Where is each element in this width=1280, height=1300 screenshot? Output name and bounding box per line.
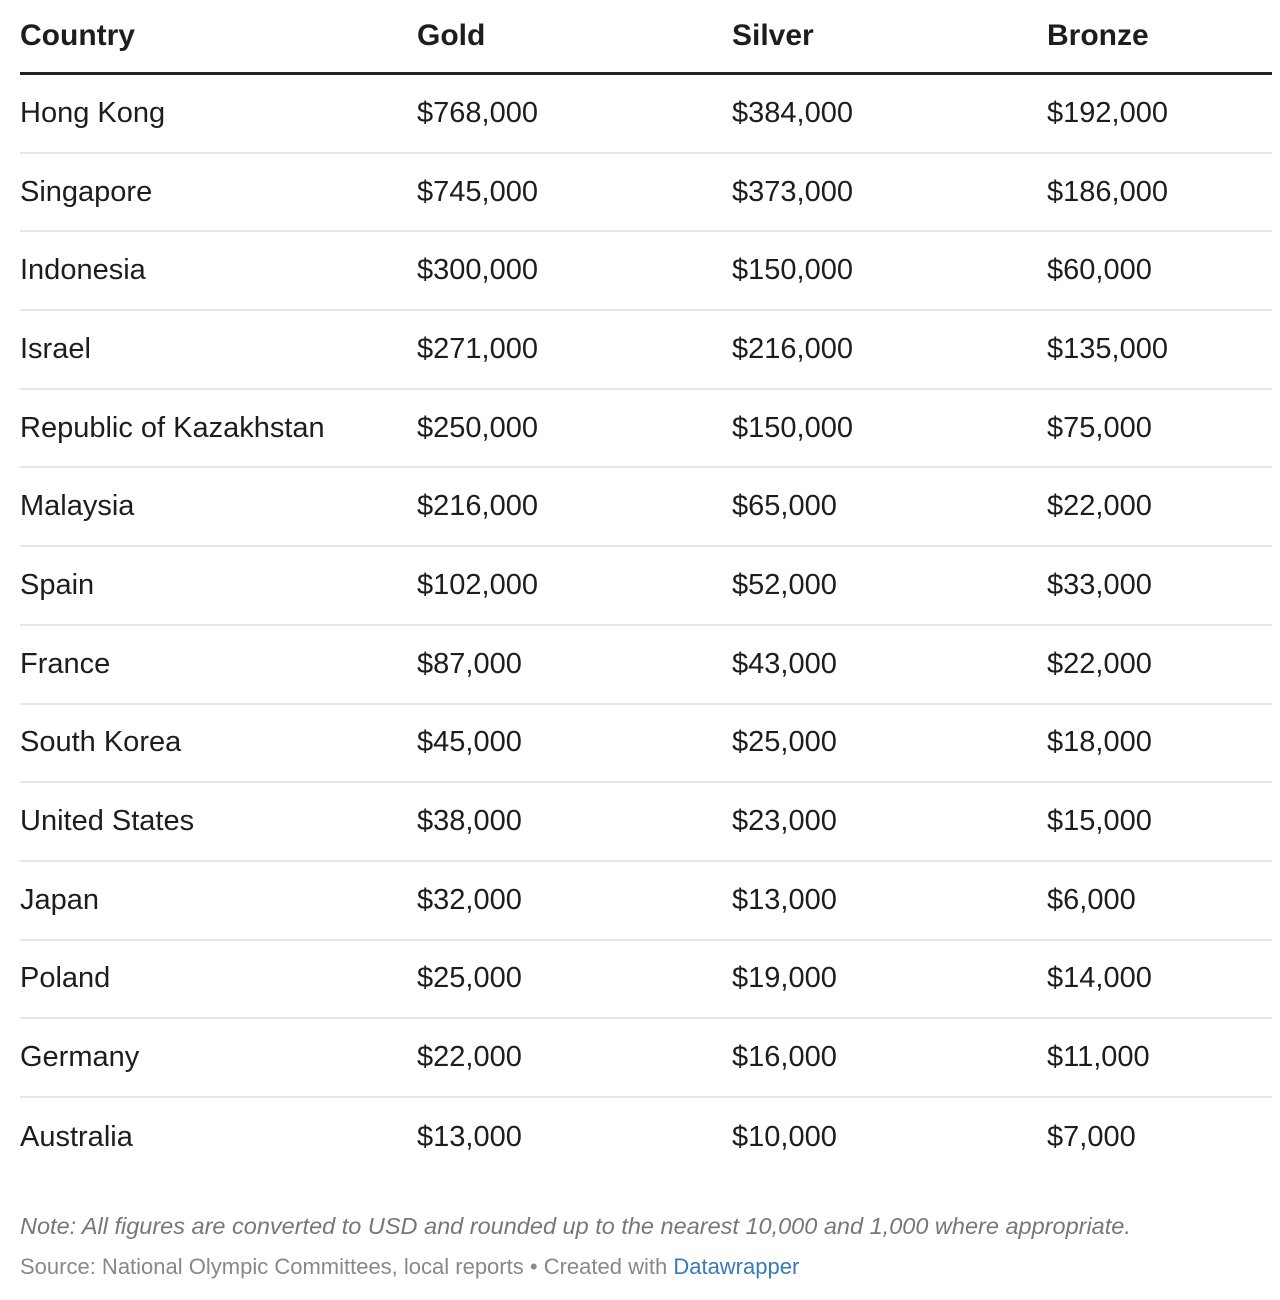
country-cell: Indonesia [20,254,146,287]
prize-cell: $745,000 [417,175,538,208]
header-row: Country Gold Silver Bronze [20,0,1272,75]
prize-cell: $7,000 [1047,1120,1136,1153]
prize-cell: $768,000 [417,96,538,129]
country-cell: Malaysia [20,490,135,523]
table: Country Gold Silver Bronze Hong Kong $768,000… [20,0,1272,1177]
prize-cell: $102,000 [417,568,538,601]
table-row: Republic of Kazakhstan $250,000 $150,000 $7… [20,390,1272,469]
prize-cell: $14,000 [1047,962,1152,995]
header-cell: Gold [417,19,486,52]
prize-cell: $216,000 [732,332,853,365]
header-cell: Country [20,19,135,52]
table-row: Malaysia $216,000 $65,000 $22,000 [20,468,1272,548]
country-cell: Australia [20,1120,133,1153]
table-row: Hong Kong $768,000 $384,000 $192,000 [20,75,1272,154]
prize-cell: $19,000 [732,962,837,995]
table-row: Australia $13,000 $10,000 $7,000 [20,1098,1272,1177]
table-row: Singapore $745,000 $373,000 $186,000 [20,154,1272,233]
prize-cell: $216,000 [417,490,538,523]
table-row: Indonesia $300,000 $150,000 $60,000 [20,232,1272,312]
country-cell: Israel [20,332,91,365]
country-cell: Hong Kong [20,96,166,129]
prize-cell: $13,000 [417,1120,522,1153]
prize-cell: $38,000 [417,805,522,838]
prize-cell: $22,000 [1047,490,1152,523]
prize-cell: $15,000 [1047,805,1152,838]
credit: Created with [543,1254,668,1279]
prize-cell: $65,000 [732,490,837,523]
prize-cell: $271,000 [417,332,538,365]
prize-cell: $150,000 [732,411,853,444]
table-row: Spain $102,000 $52,000 $33,000 [20,547,1272,626]
country-cell: United States [20,805,195,838]
prize-cell: $23,000 [732,805,837,838]
source: Source: National Olympic Committees, loc… [20,1254,524,1279]
prize-cell: $11,000 [1047,1041,1150,1074]
prize-cell: $10,000 [732,1120,837,1153]
prize-cell: $186,000 [1047,175,1168,208]
prize-cell: $18,000 [1047,726,1152,759]
note: Note: All figures are converted to USD a… [20,1213,1131,1239]
prize-cell: $373,000 [732,175,853,208]
prize-cell: $6,000 [1047,883,1136,916]
prize-cell: $22,000 [417,1041,522,1074]
country-cell: Germany [20,1041,140,1074]
prize-cell: $22,000 [1047,647,1152,680]
table-row: Poland $25,000 $19,000 $14,000 [20,941,1272,1020]
table-row: Israel $271,000 $216,000 $135,000 [20,311,1272,390]
country-cell: South Korea [20,726,182,759]
prize-cell: $13,000 [732,883,837,916]
prize-cell: $33,000 [1047,568,1152,601]
header-cell: Silver [732,19,814,52]
prize-cell: $250,000 [417,411,538,444]
prize-cell: $192,000 [1047,96,1168,129]
prize-cell: $150,000 [732,254,853,287]
prize-cell: $75,000 [1047,411,1152,444]
prize-cell: $25,000 [732,726,837,759]
table-row: Germany $22,000 $16,000 $11,000 [20,1019,1272,1098]
separator: • [529,1254,538,1279]
country-cell: Poland [20,962,111,995]
prize-cell: $25,000 [417,962,522,995]
country-cell: Japan [20,883,100,916]
table-row: South Korea $45,000 $25,000 $18,000 [20,705,1272,784]
country-cell: Singapore [20,175,153,208]
country-cell: Republic of Kazakhstan [20,411,325,444]
header-cell: Bronze [1047,19,1149,52]
prize-cell: $16,000 [732,1041,837,1074]
table-row: France $87,000 $43,000 $22,000 [20,626,1272,705]
prize-cell: $43,000 [732,647,837,680]
source-line: Source: National Olympic Committees, loc… [20,1254,799,1280]
prize-cell: $300,000 [417,254,538,287]
prize-cell: $45,000 [417,726,522,759]
datawrapper-link[interactable]: Datawrapper [673,1254,800,1279]
prize-cell: $52,000 [732,568,837,601]
prize-cell: $32,000 [417,883,522,916]
prize-cell: $87,000 [417,647,522,680]
country-cell: Spain [20,568,95,601]
country-cell: France [20,647,111,680]
prize-cell: $60,000 [1047,254,1152,287]
prize-cell: $135,000 [1047,332,1168,365]
table-row: United States $38,000 $23,000 $15,000 [20,783,1272,862]
prize-cell: $384,000 [732,96,853,129]
table-row: Japan $32,000 $13,000 $6,000 [20,862,1272,941]
